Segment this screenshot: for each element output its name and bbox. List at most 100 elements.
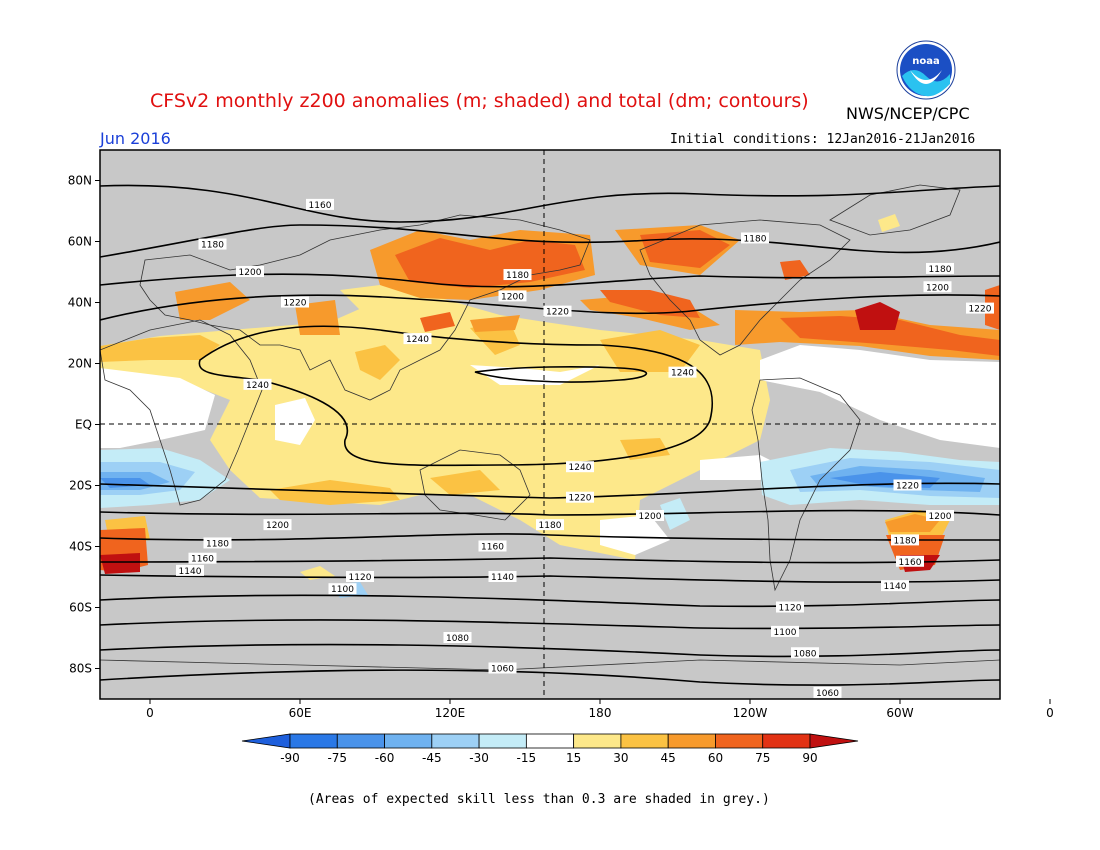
noaa-logo-icon: noaa [896,40,956,100]
contour-label-text: 1240 [671,369,694,379]
latitude-axis: 80N 60N 40N 20N EQ 20S 40S 60S 80S [68,174,100,676]
africa-outline [100,319,263,506]
colorbar-label: 30 [613,751,628,765]
map-frame [99,149,1001,700]
contour-label: 1200 [636,510,664,522]
contour-label-text: 1240 [246,381,269,391]
colorbar-box [525,733,575,749]
contour-label-text: 1160 [309,201,332,211]
south-america-outline [751,377,861,592]
colorbar-box [384,733,433,749]
forecast-month: Jun 2016 [100,129,171,148]
colorbar: -90 -75 -60 -45 -30 -15 15 30 45 60 75 90 [241,733,859,765]
contour-label: 1160 [188,552,217,565]
lon-tick-label: 0 [146,706,154,720]
contour-label-bg [328,583,357,595]
contour-label: 1240 [403,333,432,345]
continent-outlines [100,184,1000,671]
low-skill-background [100,150,1000,699]
contour-label-text: 1140 [491,573,514,583]
contour-label-bg [566,491,594,503]
colorbar-label: -30 [469,751,489,765]
contour-label-bg [488,571,517,582]
contour-label-text: 1200 [929,512,952,522]
contour-label-bg [543,305,572,317]
contour-label-bg [776,601,804,613]
colorbar-label: -75 [327,751,347,765]
contour-label-text: 1180 [201,241,224,251]
contour-label-bg [771,625,799,637]
colorbar-label: -90 [280,751,300,765]
colorbar-label: 90 [802,751,817,765]
lat-tick-label: 80S [69,662,92,676]
contour-label-group: 1160 1180 1180 1180 1180 1200 1200 1200 1220 1220… [176,198,994,699]
contour-label-bg [403,333,432,345]
contour-label: 1240 [243,378,272,391]
contour-label-bg [306,198,334,210]
contour-label-bg [488,662,517,674]
contour-label: 1120 [346,571,374,583]
north-america-outline [639,219,851,356]
colorbar-box [762,733,811,749]
contour-label-text: 1200 [639,512,662,522]
colorbar-box [289,733,338,749]
contour-label-text: 1200 [239,268,262,278]
contour-label: 1180 [203,537,232,549]
contour-label-bg [188,552,217,564]
contour-label: 1180 [926,262,954,275]
contour-label: 1240 [566,461,594,473]
contour-label-text: 1200 [926,283,949,293]
contour-label-text: 1120 [349,573,372,583]
lat-tick-label: 60S [69,601,92,615]
contour-label: 1220 [966,302,994,315]
agency-label: NWS/NCEP/CPC [846,104,970,123]
contour-label-text: 1080 [446,634,469,644]
contour-label-bg [668,366,697,378]
contour-label-text: 1240 [406,335,429,345]
contour-label-bg [896,555,924,567]
contour-label: 1220 [543,305,572,318]
contour-label-bg [893,479,922,491]
contour-label-text: 1220 [896,482,919,492]
longitude-axis: 0 60E 120E 180 120W 60W 0 [146,699,1054,720]
contour-label-bg [881,580,909,592]
contour-label-text: 1180 [894,536,917,546]
contour-label-bg [203,537,232,549]
colorbar-box [336,733,385,749]
contour-label-bg [536,519,564,531]
colorbar-box [667,733,716,749]
lon-tick-label: 0 [1046,706,1054,720]
contour-label-text: 1100 [774,628,797,638]
contour-label: 1160 [896,555,924,568]
anomaly-shading-45-60 [175,225,1000,532]
colorbar-box [478,733,527,749]
contour-label-bg [966,302,994,314]
contour-label: 1220 [893,479,922,492]
contour-label-text: 1180 [206,539,229,549]
contour-label: 1160 [306,198,334,211]
greenland-outline [829,184,961,236]
contour-label-bg [263,519,292,531]
anomaly-shading-30-45 [100,322,950,545]
contour-label-bg [236,266,264,277]
lon-tick-label: 120E [435,706,466,720]
colorbar-label: -45 [422,751,442,765]
contour-label-text: 1160 [191,555,214,565]
lon-tick-label: 120W [733,706,768,720]
contour-label-bg [566,461,594,473]
contour-label: 1220 [566,491,594,504]
contour-label: 1180 [503,269,532,281]
contour-label-bg [198,238,227,250]
australia-outline [419,449,531,521]
contour-label-text: 1220 [569,494,592,504]
contour-label: 1180 [536,519,564,531]
contour-label-text: 1100 [331,585,354,595]
lat-tick-label: EQ [75,418,92,432]
map-plot-area: 1160 1180 1180 1180 1180 1200 1200 1200 1220 1220… [100,150,1000,699]
colorbar-box [715,733,764,749]
contour-label-text: 1180 [539,521,562,531]
contour-label: 1180 [891,534,919,546]
contour-label-bg [813,686,842,698]
contour-label-bg [243,378,272,390]
lat-tick-label: 60N [68,235,92,249]
